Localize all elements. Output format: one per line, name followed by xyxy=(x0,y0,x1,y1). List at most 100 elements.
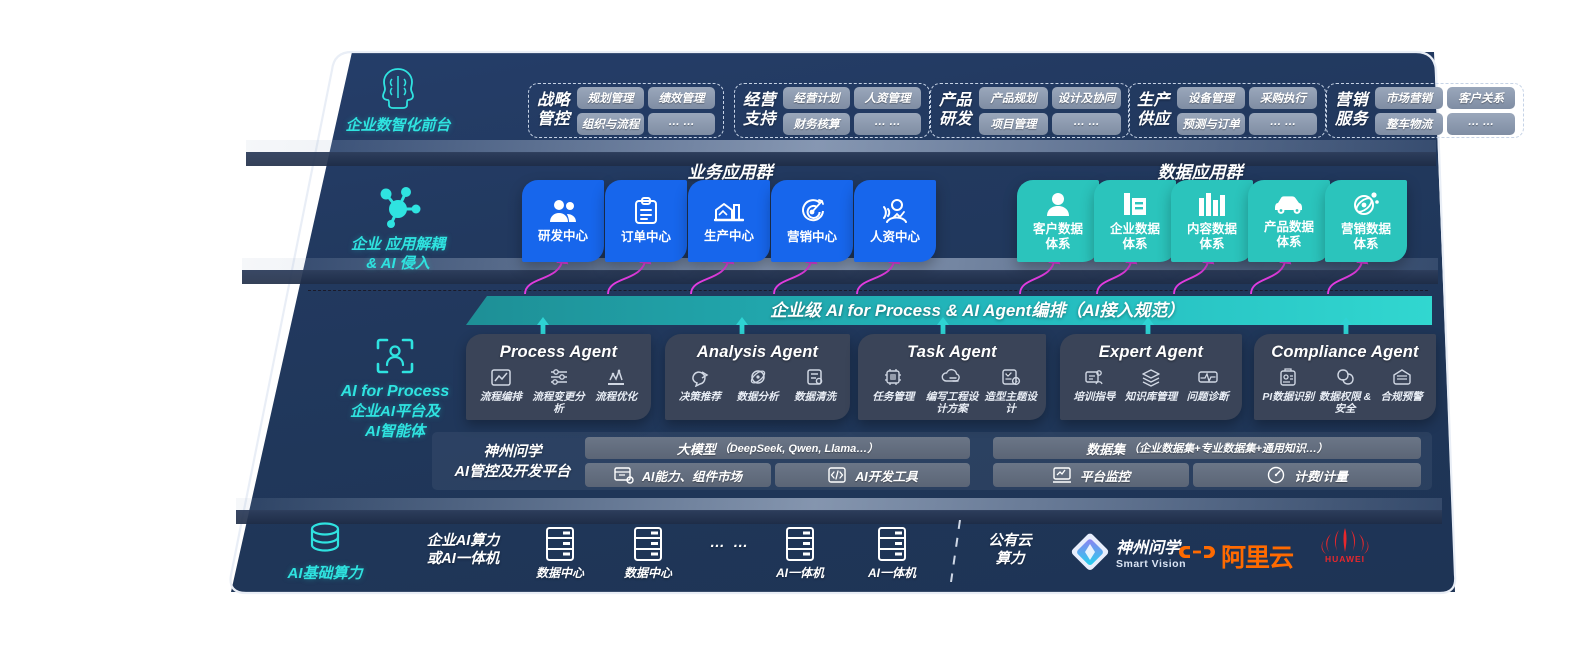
layer-label-infra-text: AI基础算力 xyxy=(287,565,363,582)
layer-label-decouple: 企业 应用解耦 & AI 侵入 xyxy=(318,185,478,273)
agent-item-label: 培训指导 xyxy=(1073,391,1116,403)
agent-item[interactable]: 数据权限 & 安全 xyxy=(1317,367,1374,416)
data-clean-icon xyxy=(807,369,823,385)
agent-item[interactable]: 知识库管理 xyxy=(1123,367,1180,403)
agent-title: Expert Agent xyxy=(1098,343,1204,361)
agent-item[interactable]: 流程编排 xyxy=(472,367,530,403)
atom-analysis-icon xyxy=(750,370,765,384)
agent-card-task[interactable]: Task Agent 任务管理 编写工程设计方案 造型主题设计 xyxy=(858,334,1046,420)
app-card-marketing-center[interactable]: 营销中心 xyxy=(771,180,853,262)
top-group-cell[interactable]: 预测与订单 xyxy=(1177,112,1245,135)
agent-item[interactable]: 问题诊断 xyxy=(1179,367,1236,403)
agent-item[interactable]: PI数据识别 xyxy=(1260,367,1317,403)
layer-label-aiprocess-en: AI for Process xyxy=(340,383,450,400)
data-card-product[interactable]: 产品数据 体系 xyxy=(1248,180,1330,262)
data-card-content[interactable]: 内容数据 体系 xyxy=(1171,180,1253,262)
agent-item[interactable]: 决策推荐 xyxy=(671,367,729,403)
top-group-cell[interactable]: 采购执行 xyxy=(1249,86,1317,109)
top-group-cell[interactable]: 设计及协同 xyxy=(1052,86,1121,109)
agent-item[interactable]: 合规预警 xyxy=(1373,367,1430,403)
agent-card-expert[interactable]: Expert Agent 培训指导 知识库管理 问题诊断 xyxy=(1060,334,1242,420)
data-card-customer[interactable]: 客户数据 体系 xyxy=(1017,180,1099,262)
agent-item-label: PI数据识别 xyxy=(1262,391,1315,403)
layer-label-aiprocess: AI for Process 企业AI平台及 AI智能体 xyxy=(310,336,480,441)
server-icon xyxy=(786,527,814,561)
id-card-icon xyxy=(1280,368,1297,386)
server-icon xyxy=(878,527,906,561)
layer-label-infra: AI基础算力 xyxy=(250,520,400,583)
top-group-cell[interactable]: 市场营销 xyxy=(1375,86,1443,109)
app-card-label: 人资中心 xyxy=(869,229,920,244)
top-group-cell[interactable]: 产品规划 xyxy=(979,86,1048,109)
top-group-cell[interactable]: 人资管理 xyxy=(854,86,921,109)
platform-bar-llm[interactable]: 大模型 （DeepSeek, Qwen, Llama…） xyxy=(585,437,970,459)
top-group-cell[interactable]: … … xyxy=(1447,112,1515,135)
top-group-production[interactable]: 生产 供应 设备管理 采购执行 预测与订单 … … xyxy=(1128,83,1326,138)
app-card-hr-center[interactable]: 人资中心 xyxy=(854,180,936,262)
platform-bar-billing[interactable]: 计费/计量 xyxy=(1193,463,1421,487)
clipboard-icon xyxy=(635,197,657,224)
data-card-enterprise[interactable]: 企业数据 体系 xyxy=(1094,180,1176,262)
top-group-operation[interactable]: 经营 支持 经营计划 人资管理 财务核算 … … xyxy=(734,83,930,138)
top-group-cell[interactable]: 整车物流 xyxy=(1375,112,1443,135)
infra-item-label: AI一体机 xyxy=(867,566,916,580)
top-group-cell[interactable]: … … xyxy=(1052,112,1121,135)
aliyun-logo xyxy=(1179,546,1215,558)
agent-item[interactable]: 培训指导 xyxy=(1066,367,1123,403)
app-card-label: 营销中心 xyxy=(786,230,837,244)
data-group-header: 数据应用群 xyxy=(1157,163,1243,182)
decision-icon xyxy=(692,371,709,387)
agent-title: Compliance Agent xyxy=(1271,343,1419,361)
top-group-cell[interactable]: … … xyxy=(854,112,921,135)
infra-item-ai-appliance-2: AI一体机 xyxy=(852,526,932,581)
platform-bar-monitor[interactable]: 平台监控 xyxy=(993,463,1189,487)
agent-item[interactable]: 数据清洗 xyxy=(786,367,844,403)
design-check-icon xyxy=(1001,369,1020,386)
agent-card-analysis[interactable]: Analysis Agent 决策推荐 数据分析 数据清洗 xyxy=(665,334,850,420)
platform-bar-label: 计费/计量 xyxy=(1294,469,1348,484)
platform-bar-dataset[interactable]: 数据集 （企业数据集+专业数据集+通用知识…） xyxy=(993,437,1421,459)
gauge-icon xyxy=(1266,466,1286,484)
agent-item-label: 造型主题设计 xyxy=(984,391,1037,416)
app-card-production-center[interactable]: 生产中心 xyxy=(688,180,770,262)
top-group-cell[interactable]: … … xyxy=(648,112,715,135)
top-group-marketing[interactable]: 营销 服务 市场营销 客户关系 整车物流 … … xyxy=(1326,83,1524,138)
app-card-rd-center[interactable]: 研发中心 xyxy=(522,180,604,262)
top-group-cell[interactable]: 财务核算 xyxy=(783,112,850,135)
top-group-cell[interactable]: 组织与流程 xyxy=(577,112,644,135)
agent-item-label: 合规预警 xyxy=(1380,391,1423,403)
agent-item-label: 流程优化 xyxy=(595,391,638,403)
cloud-doc-icon xyxy=(941,368,960,382)
agent-card-compliance[interactable]: Compliance Agent PI数据识别 数据权限 & 安全 合规预警 xyxy=(1254,334,1436,420)
agent-item[interactable]: 编写工程设计方案 xyxy=(923,367,982,416)
top-group-strategy[interactable]: 战略 管控 规划管理 绩效管理 组织与流程 … … xyxy=(528,83,724,138)
top-group-cell[interactable]: 经营计划 xyxy=(783,86,850,109)
agent-item[interactable]: 流程优化 xyxy=(587,367,645,403)
agent-item-label: 知识库管理 xyxy=(1124,391,1178,403)
huawei-logo: HUAWEI xyxy=(1321,528,1369,564)
infra-item-enterprise-compute: 企业AI算力 或AI一体机 xyxy=(426,533,500,568)
top-group-cell[interactable]: … … xyxy=(1249,112,1317,135)
app-card-order-center[interactable]: 订单中心 xyxy=(605,180,687,262)
agent-item[interactable]: 流程变更分析 xyxy=(530,367,588,416)
data-card-marketing[interactable]: 营销数据 体系 xyxy=(1325,180,1407,262)
agent-card-process[interactable]: Process Agent 流程编排 流程变更分析 流程优化 xyxy=(466,334,651,420)
top-group-cell[interactable]: 绩效管理 xyxy=(648,86,715,109)
top-group-cell[interactable]: 规划管理 xyxy=(577,86,644,109)
agent-item[interactable]: 数据分析 xyxy=(729,367,787,403)
agent-item-label: 决策推荐 xyxy=(678,391,721,403)
platform-bar-ai-market[interactable]: AI能力、组件市场 xyxy=(585,463,771,487)
server-icon xyxy=(634,527,662,561)
agent-item[interactable]: 任务管理 xyxy=(864,367,923,403)
agent-item[interactable]: 造型主题设计 xyxy=(981,367,1040,416)
top-group-cell[interactable]: 客户关系 xyxy=(1447,86,1515,109)
top-group-product-rd[interactable]: 产品 研发 产品规划 设计及协同 项目管理 … … xyxy=(930,83,1130,138)
top-group-cell[interactable]: 项目管理 xyxy=(979,112,1048,135)
platform-bar-devtools[interactable]: AI开发工具 xyxy=(775,463,970,487)
market-icon xyxy=(614,466,634,484)
agent-title: Task Agent xyxy=(907,343,997,361)
car-icon xyxy=(1275,195,1302,214)
platform-bar-label: AI能力、组件市场 xyxy=(641,469,742,484)
flow-chart-icon xyxy=(491,369,511,386)
top-group-cell[interactable]: 设备管理 xyxy=(1177,86,1245,109)
